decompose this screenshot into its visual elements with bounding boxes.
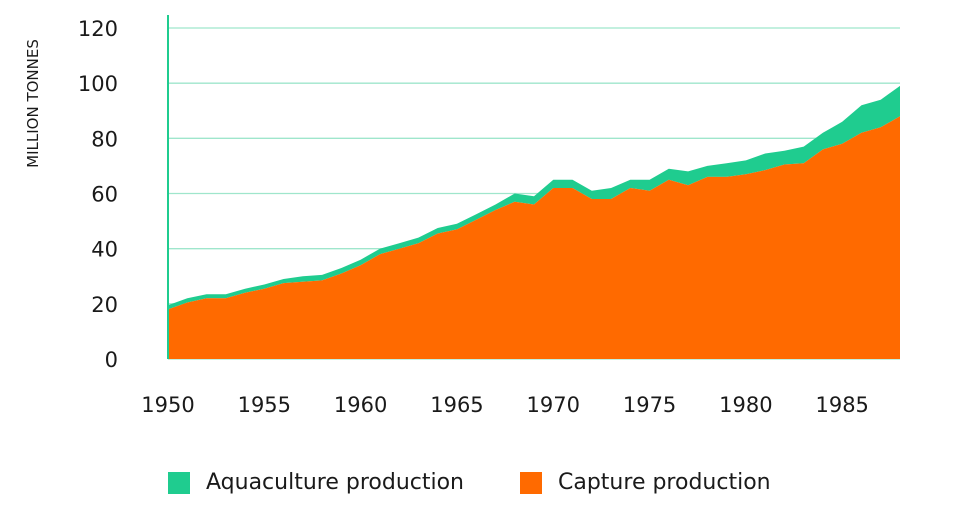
capture-swatch [520, 471, 542, 494]
y-tick-label-100: 100 [78, 72, 118, 96]
x-tick-label-1960: 1960 [334, 393, 387, 417]
area-chart: 0 20 40 60 80 100 120 1950 1955 1960 1965 1970 1975… [24, 15, 900, 417]
y-tick-label-20: 20 [91, 293, 118, 317]
y-tick-labels: 0 20 40 60 80 100 120 [78, 17, 118, 372]
x-tick-label-1965: 1965 [430, 393, 483, 417]
x-tick-label-1950: 1950 [141, 393, 194, 417]
legend-item-aquaculture: Aquaculture production [168, 470, 464, 495]
aquaculture-swatch [168, 471, 190, 494]
y-tick-label-40: 40 [91, 238, 118, 262]
x-tick-label-1955: 1955 [238, 393, 291, 417]
x-tick-label-1980: 1980 [719, 393, 772, 417]
y-tick-label-60: 60 [91, 183, 118, 207]
x-tick-label-1970: 1970 [527, 393, 580, 417]
x-tick-labels: 1950 1955 1960 1965 1970 1975 1980 1985 [141, 393, 869, 417]
legend-label-capture: Capture production [558, 470, 771, 495]
area-capture-production [168, 116, 900, 359]
legend-label-aquaculture: Aquaculture production [206, 470, 464, 495]
y-tick-label-0: 0 [105, 348, 118, 372]
data-areas [168, 85, 900, 359]
area-aquaculture-production [168, 85, 900, 310]
legend: Aquaculture production Capture productio… [168, 470, 827, 495]
y-tick-label-80: 80 [91, 127, 118, 151]
y-tick-label-120: 120 [78, 17, 118, 41]
y-axis-title: MILLION TONNES [24, 39, 42, 168]
x-tick-label-1985: 1985 [815, 393, 868, 417]
legend-item-capture: Capture production [520, 470, 771, 495]
x-tick-label-1975: 1975 [623, 393, 676, 417]
